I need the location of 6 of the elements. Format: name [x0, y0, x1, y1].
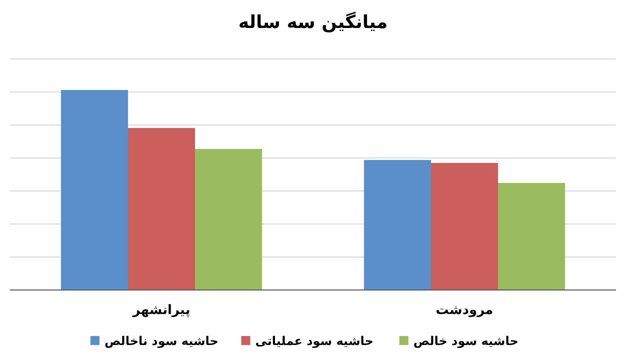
chart-title: میانگین سه ساله: [238, 11, 388, 33]
x-tick-label: پیرانشهر: [132, 303, 190, 318]
legend-label: حاشیه سود ناخالص: [104, 334, 218, 348]
x-tick-label: مرودشت: [436, 303, 494, 318]
legend-label: حاشیه سود خالص: [413, 334, 518, 348]
legend-label: حاشیه سود عملیاتی: [255, 334, 374, 348]
